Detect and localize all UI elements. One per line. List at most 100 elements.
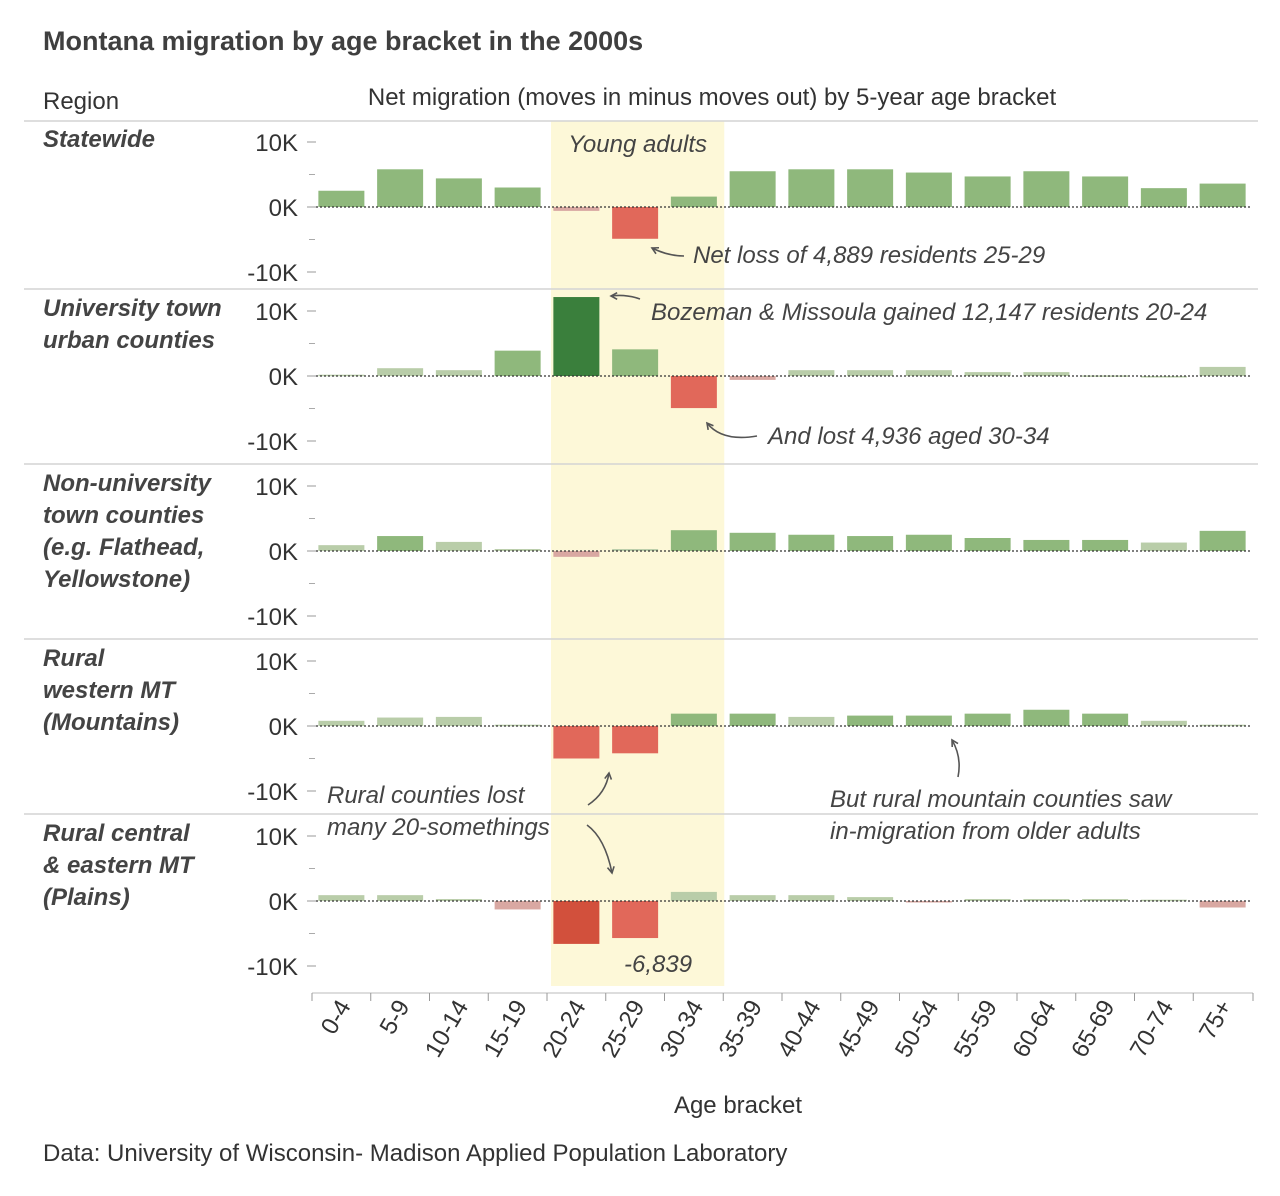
x-axis-label: Age bracket <box>674 1092 802 1119</box>
arrow-university-loss-head <box>705 421 714 431</box>
region-label: Yellowstone) <box>43 566 190 593</box>
x-tick-label: 5-9 <box>375 996 416 1040</box>
arrow-university-gain-head <box>609 291 618 301</box>
bar-55-59 <box>964 899 1011 901</box>
bar-70-74 <box>1140 376 1187 378</box>
region-label: (e.g. Flathead, <box>43 534 204 561</box>
panel-4: Rural central & eastern MT (Plains) -10K 0K 1… <box>43 820 1252 981</box>
region-header: Region <box>43 88 119 115</box>
chart-title: Montana migration by age bracket in the … <box>43 26 644 56</box>
bar-35-39 <box>729 376 776 380</box>
bar-5-9 <box>377 169 424 207</box>
annotations-layer: Net loss of 4,889 residents 25-29 Bozeman… <box>327 242 1207 978</box>
bar-5-9 <box>377 895 424 901</box>
region-label: (Plains) <box>43 884 130 911</box>
panels-layer: Statewide -10K 0K 10K University town urban c… <box>43 126 1252 981</box>
bar-10-14 <box>435 899 482 901</box>
bar-45-49 <box>847 536 894 551</box>
annotation-university-gain: Bozeman & Missoula gained 12,147 residen… <box>651 299 1207 326</box>
bar-35-39 <box>729 171 776 207</box>
bar-65-69 <box>1082 539 1129 551</box>
bar-45-49 <box>847 370 894 376</box>
bar-20-24 <box>553 297 600 376</box>
bar-15-19 <box>494 901 541 910</box>
x-tick-label: 50-54 <box>890 996 944 1063</box>
bar-75+ <box>1199 183 1246 207</box>
bar-20-24 <box>553 551 600 557</box>
y-tick-label: 0K <box>269 364 298 391</box>
x-tick-label: 25-29 <box>596 996 650 1063</box>
chart-subtitle: Net migration (moves in minus moves out)… <box>368 84 1057 111</box>
panel-2: Non-university town counties (e.g. Flathea… <box>43 470 1252 631</box>
y-tick-label: 0K <box>269 539 298 566</box>
panel-1: University town urban counties -10K 0K 10K <box>43 295 1252 456</box>
highlight-label: Young adults <box>568 131 707 158</box>
region-label: University town <box>43 295 222 322</box>
header-layer: Region Net migration (moves in minus mov… <box>43 84 1056 115</box>
bar-65-69 <box>1082 176 1129 207</box>
region-label: Rural central <box>43 820 191 847</box>
x-tick-label: 30-34 <box>655 996 709 1063</box>
background-layer: Young adults <box>24 120 1258 986</box>
annotation-mountain-gain: But rural mountain counties saw <box>830 786 1173 813</box>
bar-75+ <box>1199 530 1246 551</box>
bar-20-24 <box>553 901 600 944</box>
arrow-statewide-loss-head <box>650 246 660 255</box>
bar-55-59 <box>964 372 1011 376</box>
bar-40-44 <box>788 895 835 901</box>
bar-55-59 <box>964 176 1011 207</box>
arrow-rural-loss-up-head <box>604 771 613 780</box>
x-tick-label: 45-49 <box>831 996 885 1063</box>
bar-35-39 <box>729 895 776 901</box>
source-note: Data: University of Wisconsin- Madison A… <box>43 1140 788 1167</box>
bar-50-54 <box>905 715 952 726</box>
bar-70-74 <box>1140 720 1187 726</box>
bar-65-69 <box>1082 713 1129 726</box>
bar-45-49 <box>847 169 894 207</box>
bar-0-4 <box>318 720 365 726</box>
y-tick-label: -10K <box>247 954 298 981</box>
y-tick-label: 10K <box>255 824 298 851</box>
region-label: (Mountains) <box>43 709 179 736</box>
bar-5-9 <box>377 368 424 376</box>
x-tick-label: 0-4 <box>316 996 357 1040</box>
bar-50-54 <box>905 172 952 207</box>
bar-25-29 <box>612 207 659 239</box>
panel-3: Rural western MT (Mountains) -10K 0K 10K <box>43 645 1252 806</box>
bar-20-24 <box>553 726 600 759</box>
x-tick-label: 10-14 <box>420 996 474 1063</box>
region-label: urban counties <box>43 327 215 354</box>
x-tick-label: 65-69 <box>1066 996 1120 1063</box>
region-label: Statewide <box>43 126 155 153</box>
bar-0-4 <box>318 545 365 551</box>
x-tick-label: 70-74 <box>1125 996 1179 1063</box>
bar-70-74 <box>1140 188 1187 207</box>
y-tick-label: 0K <box>269 714 298 741</box>
y-tick-label: -10K <box>247 779 298 806</box>
arrow-university-loss <box>706 422 758 439</box>
y-tick-label: 10K <box>255 474 298 501</box>
bar-5-9 <box>377 717 424 726</box>
bar-5-9 <box>377 536 424 551</box>
bar-0-4 <box>318 190 365 207</box>
y-tick-label: 10K <box>255 649 298 676</box>
annotation-university-loss: And lost 4,936 aged 30-34 <box>766 423 1050 450</box>
y-tick-label: -10K <box>247 260 298 287</box>
x-axis: 0-4 5-9 10-14 15-19 20-24 25-29 30-34 35-39 40-4… <box>311 992 1254 1119</box>
x-tick-label: 40-44 <box>772 996 826 1063</box>
arrow-university-gain <box>610 294 641 300</box>
annotation-rural-loss: Rural counties lost <box>327 782 526 809</box>
bar-70-74 <box>1140 542 1187 551</box>
bar-60-64 <box>1023 372 1070 376</box>
bar-55-59 <box>964 713 1011 726</box>
x-tick-label: 75+ <box>1194 996 1238 1045</box>
bar-10-14 <box>435 541 482 551</box>
arrow-rural-loss-down-head <box>606 866 615 875</box>
bar-35-39 <box>729 532 776 551</box>
bar-25-29 <box>612 726 659 754</box>
arrow-mountain-gain <box>951 739 960 778</box>
bar-30-34 <box>670 713 717 726</box>
bar-30-34 <box>670 891 717 901</box>
bar-10-14 <box>435 716 482 726</box>
y-tick-label: 10K <box>255 130 298 157</box>
